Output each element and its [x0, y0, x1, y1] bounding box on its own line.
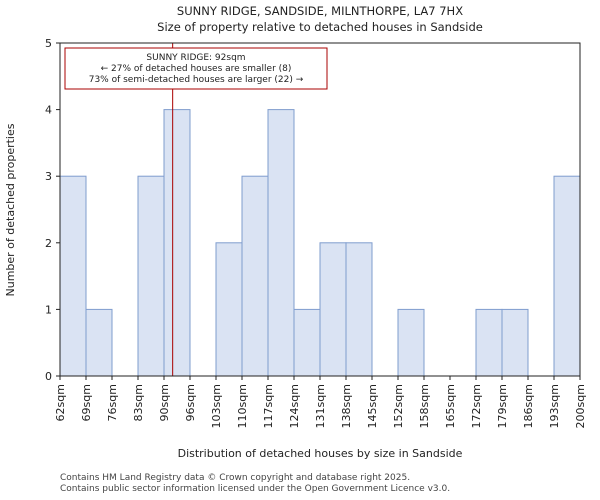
bar-103sqm: [215, 242, 243, 377]
x-tick-label: 138sqm: [340, 384, 353, 428]
x-tick-label: 179sqm: [496, 384, 509, 428]
chart-subtitle: Size of property relative to detached ho…: [157, 20, 483, 34]
x-tick-label: 110sqm: [236, 384, 249, 428]
y-tick-label: 0: [45, 370, 52, 383]
y-tick-label: 1: [45, 303, 52, 316]
x-tick-label: 62sqm: [54, 384, 67, 421]
x-tick-label: 200sqm: [574, 384, 587, 428]
x-tick-label: 145sqm: [366, 384, 379, 428]
x-tick-label: 158sqm: [418, 384, 431, 428]
x-tick-label: 96sqm: [184, 384, 197, 421]
x-tick-label: 103sqm: [210, 384, 223, 428]
bar-152sqm: [397, 308, 425, 377]
x-tick-label: 152sqm: [392, 384, 405, 428]
bar-124sqm: [293, 308, 321, 377]
chart-title: SUNNY RIDGE, SANDSIDE, MILNTHORPE, LA7 7…: [177, 4, 463, 18]
y-axis-ticks: 0 1 2 3 4 5: [45, 37, 60, 383]
bar-69sqm: [85, 308, 113, 377]
bar-131sqm: [319, 242, 347, 377]
x-tick-label: 131sqm: [314, 384, 327, 428]
y-tick-label: 2: [45, 237, 52, 250]
x-tick-label: 193sqm: [548, 384, 561, 428]
annotation-line-3: 73% of semi-detached houses are larger (…: [89, 75, 304, 85]
footer-line-2: Contains public sector information licen…: [60, 484, 451, 494]
x-tick-label: 165sqm: [444, 384, 457, 428]
bar-110sqm: [241, 175, 269, 377]
annotation-line-1: SUNNY RIDGE: 92sqm: [146, 53, 245, 63]
x-tick-label: 186sqm: [522, 384, 535, 428]
x-tick-label: 69sqm: [80, 384, 93, 421]
bar-138sqm: [345, 242, 373, 377]
x-tick-label: 83sqm: [132, 384, 145, 421]
bar-83sqm: [137, 175, 165, 377]
y-tick-label: 4: [45, 104, 52, 117]
y-tick-label: 3: [45, 170, 52, 183]
x-axis-label: Distribution of detached houses by size …: [178, 447, 463, 460]
y-tick-label: 5: [45, 37, 52, 50]
bar-90sqm: [163, 109, 191, 377]
bars-layer: [59, 109, 581, 377]
y-axis-label: Number of detached properties: [4, 123, 17, 296]
annotation-line-2: ← 27% of detached houses are smaller (8): [101, 64, 292, 74]
x-tick-label: 124sqm: [288, 384, 301, 428]
x-tick-label: 76sqm: [106, 384, 119, 421]
footer-line-1: Contains HM Land Registry data © Crown c…: [60, 473, 411, 483]
annotation-box: SUNNY RIDGE: 92sqm ← 27% of detached hou…: [64, 47, 328, 90]
x-tick-label: 117sqm: [262, 384, 275, 428]
x-tick-label: 90sqm: [158, 384, 171, 421]
bar-193sqm: [553, 175, 581, 377]
bar-172sqm: [475, 308, 503, 377]
x-axis-ticks: 62sqm 69sqm 76sqm 83sqm 90sqm 96sqm 103sqm 110s…: [54, 376, 587, 428]
x-tick-label: 172sqm: [470, 384, 483, 428]
bar-62sqm: [59, 175, 87, 377]
bar-117sqm: [267, 109, 295, 377]
plot-frame: [59, 42, 581, 377]
bar-179sqm: [501, 308, 529, 377]
